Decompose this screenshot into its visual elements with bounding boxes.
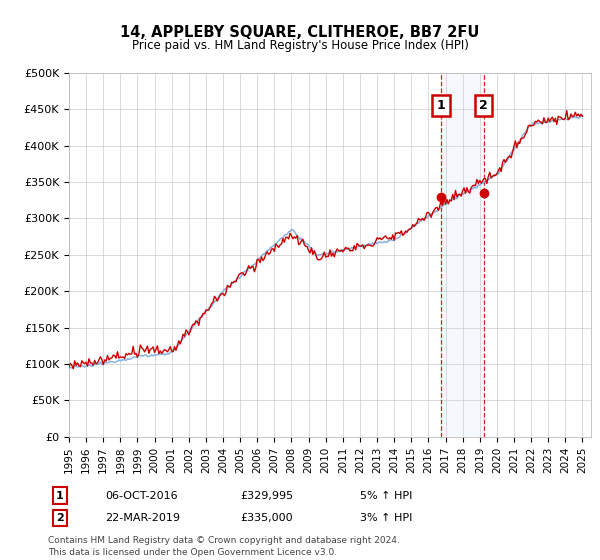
Text: 5% ↑ HPI: 5% ↑ HPI [360, 491, 412, 501]
Text: 06-OCT-2016: 06-OCT-2016 [105, 491, 178, 501]
Text: 2: 2 [479, 99, 488, 112]
Text: 2: 2 [56, 513, 64, 523]
Bar [441, 73, 484, 437]
Text: Price paid vs. HM Land Registry's House Price Index (HPI): Price paid vs. HM Land Registry's House … [131, 39, 469, 52]
Text: £329,995: £329,995 [240, 491, 293, 501]
Text: 3% ↑ HPI: 3% ↑ HPI [360, 513, 412, 523]
Text: 1: 1 [56, 491, 64, 501]
Text: Contains HM Land Registry data © Crown copyright and database right 2024.
This d: Contains HM Land Registry data © Crown c… [48, 536, 400, 557]
Text: 1: 1 [437, 99, 446, 112]
Text: £335,000: £335,000 [240, 513, 293, 523]
Text: 22-MAR-2019: 22-MAR-2019 [105, 513, 180, 523]
Text: 14, APPLEBY SQUARE, CLITHEROE, BB7 2FU: 14, APPLEBY SQUARE, CLITHEROE, BB7 2FU [121, 25, 479, 40]
